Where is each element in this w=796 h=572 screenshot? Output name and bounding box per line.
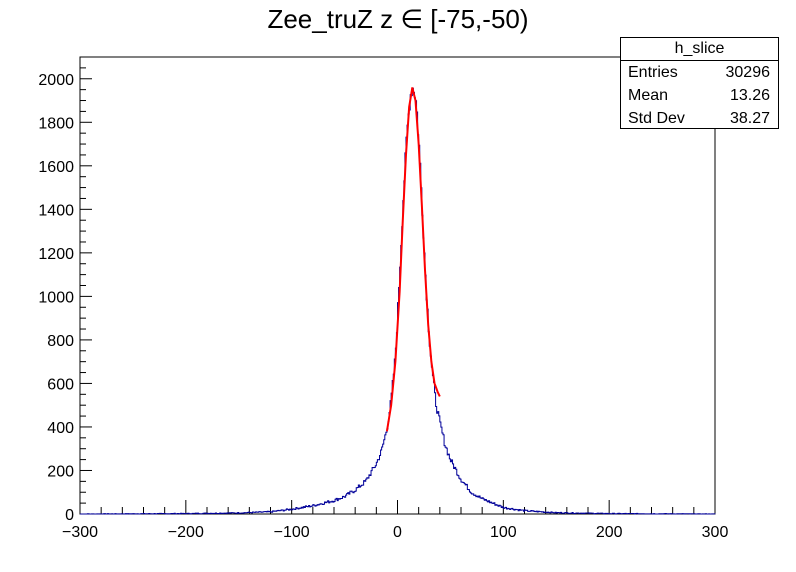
stats-label: Entries <box>628 64 678 81</box>
y-tick-label: 1000 <box>38 289 74 306</box>
chart-title: Zee_truZ z ∈ [-75,-50) <box>267 4 529 34</box>
y-tick-label: 2000 <box>38 72 74 89</box>
stats-value: 30296 <box>725 64 771 81</box>
x-tick-label: −100 <box>274 524 310 541</box>
y-tick-label: 1400 <box>38 202 74 219</box>
stats-row-stddev: Std Dev 38.27 <box>621 107 778 130</box>
stats-box: h_slice Entries 30296 Mean 13.26 Std Dev… <box>620 37 779 129</box>
x-tick-label: −300 <box>62 524 98 541</box>
stats-row-mean: Mean 13.26 <box>621 84 778 107</box>
stats-row-entries: Entries 30296 <box>621 61 778 84</box>
x-tick-label: 200 <box>596 524 623 541</box>
y-tick-label: 200 <box>47 463 74 480</box>
stats-box-name: h_slice <box>621 38 778 61</box>
stats-label: Mean <box>628 87 669 104</box>
y-tick-label: 400 <box>47 420 74 437</box>
y-tick-label: 600 <box>47 376 74 393</box>
histogram-series <box>80 87 716 515</box>
y-tick-label: 1200 <box>38 246 74 263</box>
y-tick-label: 800 <box>47 333 74 350</box>
x-tick-label: 0 <box>393 524 402 541</box>
x-tick-label: −200 <box>168 524 204 541</box>
x-axis: −300 −200 −100 0 100 200 300 <box>62 500 728 541</box>
y-tick-label: 1800 <box>38 115 74 132</box>
y-tick-label: 0 <box>65 507 74 524</box>
x-tick-label: 100 <box>490 524 517 541</box>
stats-value: 38.27 <box>729 110 770 127</box>
y-tick-label: 1600 <box>38 159 74 176</box>
stats-label: Std Dev <box>628 110 685 127</box>
x-tick-label: 300 <box>702 524 729 541</box>
fit-curve <box>385 87 441 432</box>
stats-value: 13.26 <box>729 87 770 104</box>
y-axis: 0 200 400 600 800 1000 1200 1400 1600 1800 2000 <box>38 56 92 524</box>
